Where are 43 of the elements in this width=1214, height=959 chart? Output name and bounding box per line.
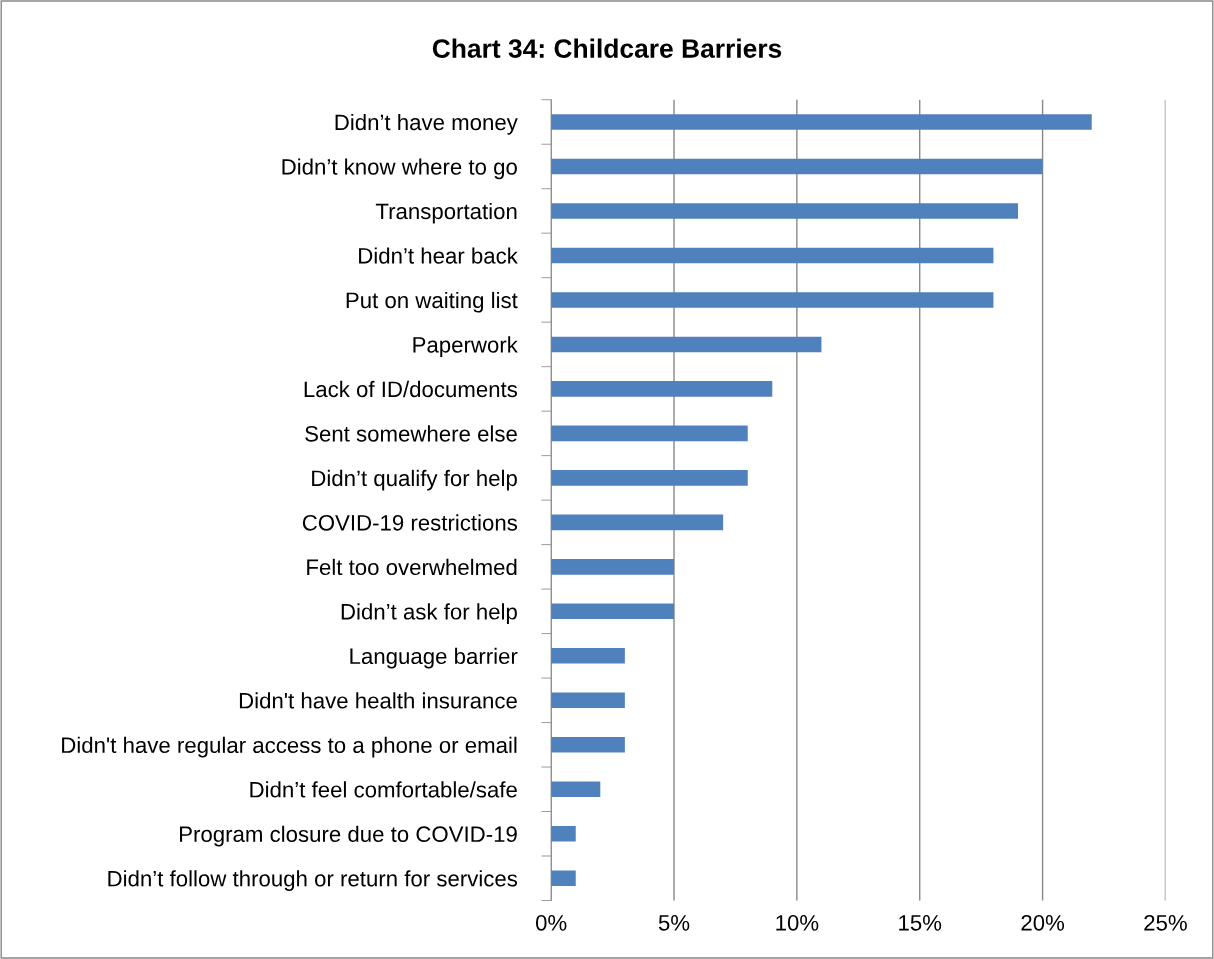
y-tick-label: Didn't have regular access to a phone or email <box>62 736 517 758</box>
y-tick-label: Language barrier <box>350 647 518 669</box>
y-tick-label: Paperwork <box>413 336 518 358</box>
bar <box>551 247 994 264</box>
y-tick-label: Didn’t ask for help <box>341 603 517 624</box>
bar <box>551 381 773 397</box>
y-tick-label: Didn’t follow through or return for services <box>108 870 518 891</box>
y-tick-label: Put on waiting list <box>346 291 518 313</box>
bar <box>551 425 748 442</box>
bar <box>551 158 1043 175</box>
y-tick-label: Didn’t know where to go <box>282 158 517 180</box>
y-tick-label: Didn’t hear back <box>359 247 518 264</box>
bar <box>551 737 625 753</box>
bar <box>551 648 625 664</box>
chart-title: Chart 34: Childcare Barriers <box>432 38 782 58</box>
x-tick-label: 10% <box>776 914 819 931</box>
bar <box>551 470 748 486</box>
y-tick-label: Lack of ID/documents <box>304 380 518 398</box>
x-tick-label: 20% <box>1021 914 1065 931</box>
y-tick-label: COVID-19 restrictions <box>302 514 518 531</box>
bar <box>551 825 576 842</box>
x-tick-label: 5% <box>658 915 690 931</box>
x-tick-label: 15% <box>899 915 942 931</box>
bar <box>551 336 822 353</box>
x-tick-label: 25% <box>1144 914 1187 931</box>
y-tick-label: Felt too overwhelmed <box>307 558 517 576</box>
bar <box>551 603 675 620</box>
bar <box>551 781 601 798</box>
bar <box>551 559 675 575</box>
y-tick-label: Didn’t feel comfortable/safe <box>250 781 517 798</box>
y-tick-label: Transportation <box>375 202 517 224</box>
y-tick-label: Didn't have health insurance <box>239 692 517 709</box>
y-tick-label: Sent somewhere else <box>305 425 517 442</box>
bar <box>551 870 576 887</box>
bar <box>551 514 724 531</box>
bar <box>551 203 1019 219</box>
bar <box>551 292 994 308</box>
x-tick-label: 0% <box>535 914 567 931</box>
bar <box>551 692 625 709</box>
y-tick-label: Didn’t have money <box>335 113 518 135</box>
y-tick-label: Program closure due to COVID-19 <box>180 825 517 847</box>
bar <box>551 114 1092 130</box>
y-tick-label: Didn’t qualify for help <box>312 469 517 491</box>
